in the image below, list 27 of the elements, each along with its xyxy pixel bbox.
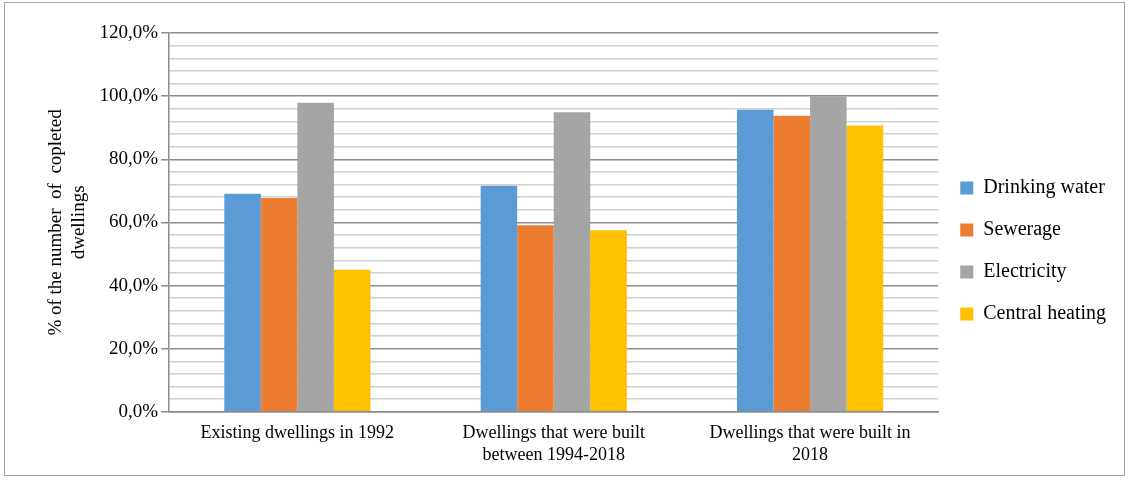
bar: [260, 198, 298, 412]
bar: [224, 193, 261, 412]
x-tick-label: Dwellings that were built between 1994-2018: [462, 422, 645, 464]
bar: [297, 102, 334, 412]
legend-label: Central heating: [983, 301, 1106, 325]
y-tick-label: 20,0%: [109, 336, 159, 358]
legend-label: Sewerage: [983, 217, 1062, 241]
legend-label: Drinking water: [983, 175, 1106, 199]
bar: [517, 225, 554, 412]
y-tick-label: 100,0%: [99, 84, 159, 106]
y-tick-label: 0,0%: [118, 399, 159, 421]
y-tick-label: 40,0%: [109, 273, 159, 295]
bar: [773, 115, 811, 412]
x-tick-label: Existing dwellings in 1992: [200, 422, 395, 443]
legend-label: Electricity: [983, 259, 1067, 283]
bar: [810, 96, 847, 412]
bar: [590, 230, 627, 412]
y-tick-label: 60,0%: [109, 210, 159, 232]
y-tick-label: 120,0%: [99, 20, 159, 42]
bar: [333, 269, 371, 412]
bar: [480, 185, 518, 412]
x-tick-label: Dwellings that were built in 2018: [709, 422, 911, 464]
y-tick-label: 80,0%: [109, 147, 159, 169]
bar: [737, 109, 774, 412]
y-axis-title: % of the number of copleted dwellings: [44, 108, 89, 336]
bar: [846, 125, 884, 412]
bar: [553, 112, 591, 412]
